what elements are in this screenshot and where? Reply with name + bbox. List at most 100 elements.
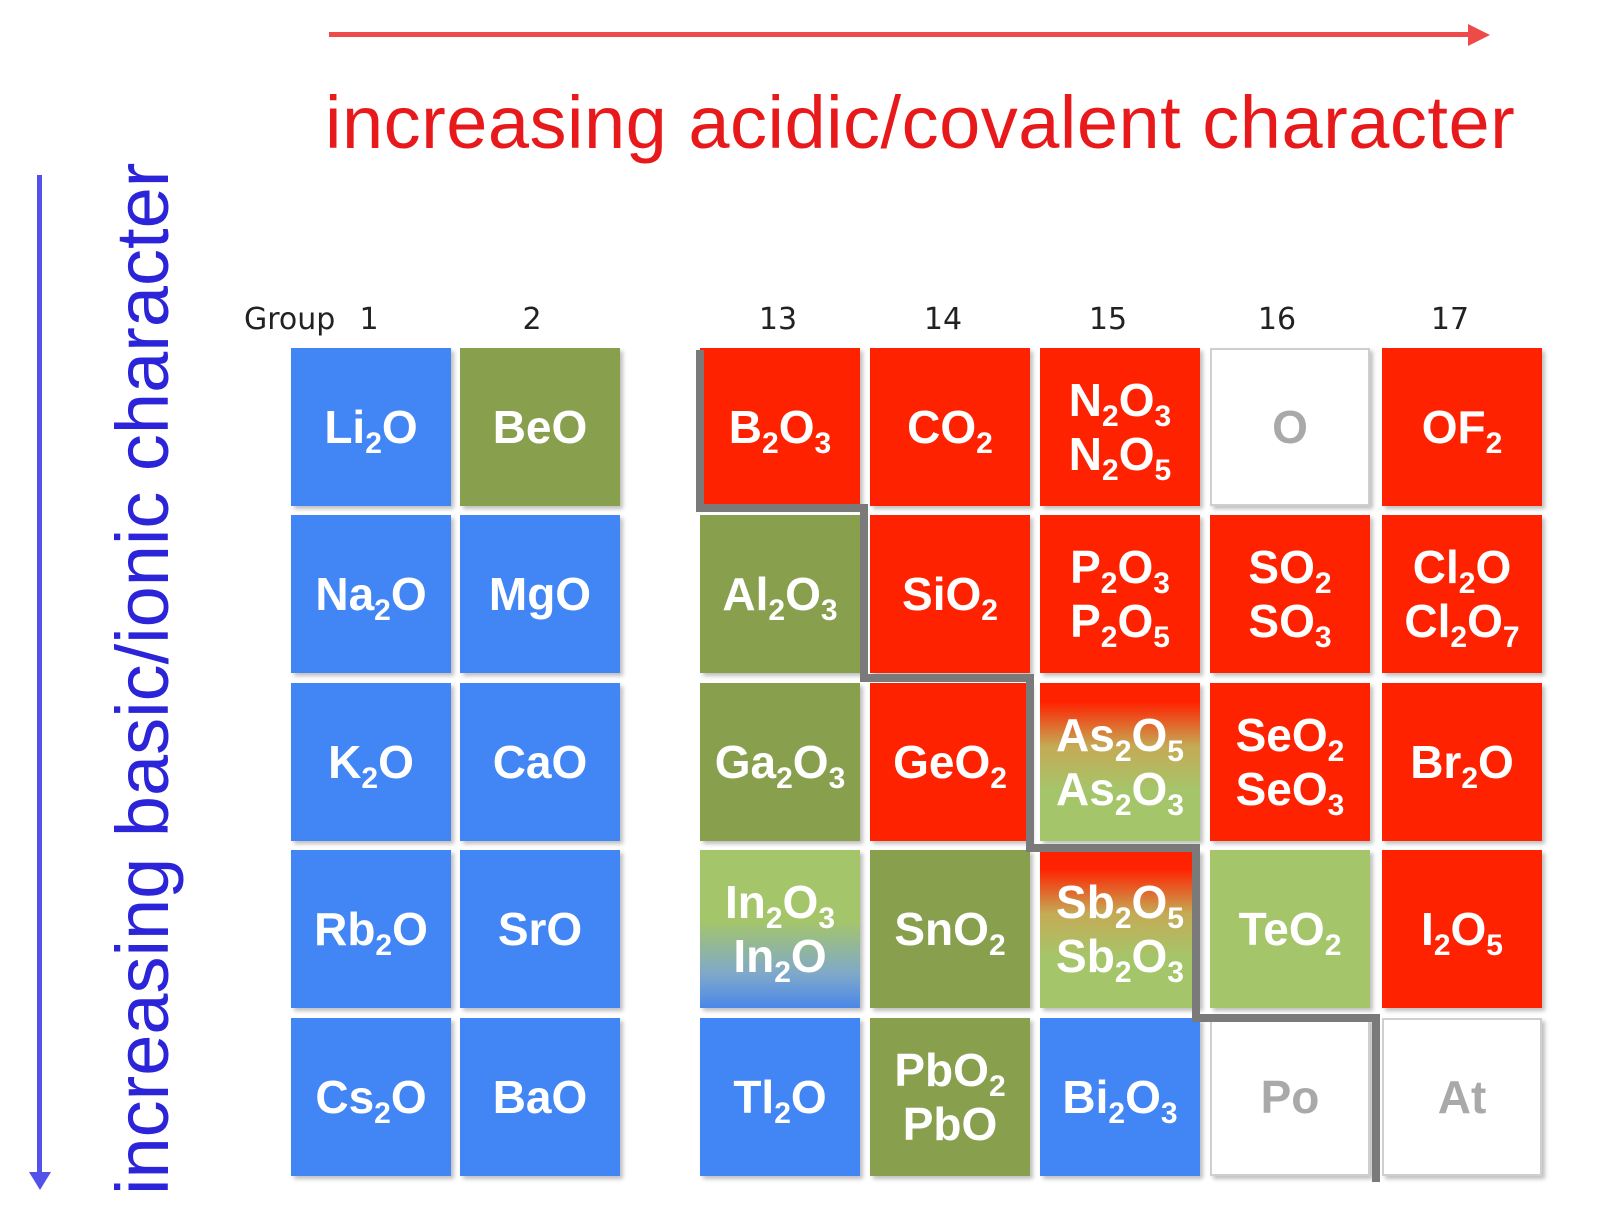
- oxide-formula: Sb2O3: [1056, 930, 1184, 989]
- oxide-formula: SeO3: [1235, 763, 1345, 822]
- oxide-cell-al2o3: Al2O3: [700, 515, 860, 673]
- oxide-formula: SiO2: [902, 568, 998, 627]
- oxide-cell-of2: OF2: [1382, 348, 1542, 506]
- oxide-cell-beo: BeO: [460, 348, 620, 506]
- oxide-formula: SrO: [497, 903, 583, 955]
- oxide-formula: Rb2O: [314, 903, 428, 962]
- oxide-cell-li2o: Li2O: [291, 348, 451, 506]
- acidic-axis-label: increasing acidic/covalent character: [325, 81, 1516, 164]
- oxide-cell-sio2: SiO2: [870, 515, 1030, 673]
- oxide-formula: Sb2O5: [1056, 876, 1184, 935]
- oxide-formula: As2O5: [1056, 709, 1184, 768]
- staircase-border-segment: [1192, 1014, 1378, 1022]
- oxide-formula: N2O3: [1068, 374, 1172, 433]
- group-number-2: 2: [522, 302, 542, 337]
- oxide-formula: SeO2: [1235, 709, 1345, 768]
- oxide-formula: Ga2O3: [714, 736, 846, 795]
- oxide-formula: SnO2: [894, 903, 1006, 962]
- oxide-cell-at: At: [1382, 1018, 1542, 1176]
- oxide-formula: In2O: [733, 930, 827, 989]
- basic-axis-label: increasing basic/ionic character: [101, 162, 184, 1195]
- oxide-formula: Na2O: [315, 568, 427, 627]
- oxide-formula: BaO: [492, 1071, 588, 1123]
- oxide-cell-as-oxides: As2O5 As2O3: [1040, 683, 1200, 841]
- oxide-formula: PbO: [902, 1098, 998, 1150]
- oxide-cell-sno2: SnO2: [870, 850, 1030, 1008]
- staircase-border-segment: [1026, 674, 1034, 850]
- oxide-cell-pb-oxides: PbO2 PbO: [870, 1018, 1030, 1176]
- oxide-cell-mgo: MgO: [460, 515, 620, 673]
- oxide-cell-cao: CaO: [460, 683, 620, 841]
- staircase-border-segment: [1372, 1014, 1380, 1182]
- oxide-cell-tl2o: Tl2O: [700, 1018, 860, 1176]
- oxide-cell-in-oxides: In2O3 In2O: [700, 850, 860, 1008]
- staircase-border-segment: [1026, 844, 1198, 852]
- oxide-cell-ga2o3: Ga2O3: [700, 683, 860, 841]
- group-number-14: 14: [923, 302, 963, 337]
- oxide-formula: Cl2O7: [1404, 595, 1520, 654]
- oxide-formula: In2O3: [724, 876, 836, 935]
- oxide-cell-i2o5: I2O5: [1382, 850, 1542, 1008]
- oxide-cell-o: O: [1210, 348, 1370, 506]
- group-number-13: 13: [758, 302, 798, 337]
- oxide-formula: CaO: [492, 736, 588, 788]
- staircase-border-segment: [696, 350, 704, 510]
- oxide-formula: Tl2O: [733, 1071, 827, 1130]
- oxide-formula: CO2: [907, 401, 993, 460]
- oxide-formula: TeO2: [1238, 903, 1342, 962]
- oxide-formula: I2O5: [1421, 903, 1503, 962]
- oxide-cell-s-oxides: SO2 SO3: [1210, 515, 1370, 673]
- group-header-word: Group: [244, 302, 336, 337]
- oxide-cell-b2o3: B2O3: [700, 348, 860, 506]
- oxide-cell-n-oxides: N2O3 N2O5: [1040, 348, 1200, 506]
- group-number-15: 15: [1088, 302, 1128, 337]
- oxide-cell-se-oxides: SeO2 SeO3: [1210, 683, 1370, 841]
- oxide-formula: Al2O3: [722, 568, 838, 627]
- oxide-cell-bi2o3: Bi2O3: [1040, 1018, 1200, 1176]
- group-number-1: 1: [359, 302, 379, 337]
- oxide-formula: GeO2: [893, 736, 1007, 795]
- oxide-formula: PbO2: [894, 1044, 1006, 1103]
- acidic-arrow-line: [329, 32, 1479, 37]
- oxide-formula: Cs2O: [315, 1071, 427, 1130]
- oxide-formula: K2O: [328, 736, 414, 795]
- oxide-formula: N2O5: [1068, 428, 1172, 487]
- oxide-cell-cs2o: Cs2O: [291, 1018, 451, 1176]
- oxide-formula: As2O3: [1056, 763, 1184, 822]
- oxide-formula: O: [1272, 401, 1308, 453]
- oxide-formula: MgO: [488, 568, 592, 620]
- oxide-cell-teo2: TeO2: [1210, 850, 1370, 1008]
- oxide-formula: At: [1437, 1071, 1487, 1123]
- oxide-formula: Br2O: [1410, 736, 1514, 795]
- oxide-cell-sro: SrO: [460, 850, 620, 1008]
- staircase-border-segment: [1192, 844, 1200, 1020]
- oxide-formula: P2O5: [1070, 595, 1170, 654]
- oxide-cell-cl-oxides: Cl2O Cl2O7: [1382, 515, 1542, 673]
- group-number-16: 16: [1257, 302, 1297, 337]
- oxide-cell-co2: CO2: [870, 348, 1030, 506]
- oxide-cell-geo2: GeO2: [870, 683, 1030, 841]
- staircase-border-segment: [696, 504, 866, 512]
- oxide-formula: Bi2O3: [1062, 1071, 1178, 1130]
- acidic-arrow-head-icon: [1468, 24, 1490, 46]
- oxide-cell-na2o: Na2O: [291, 515, 451, 673]
- staircase-border-segment: [860, 504, 868, 680]
- basic-arrow-head-icon: [29, 1172, 51, 1190]
- oxide-formula: P2O3: [1070, 541, 1170, 600]
- oxide-cell-bao: BaO: [460, 1018, 620, 1176]
- oxide-formula: Cl2O: [1412, 541, 1512, 600]
- oxide-cell-sb-oxides: Sb2O5 Sb2O3: [1040, 850, 1200, 1008]
- oxide-cell-br2o: Br2O: [1382, 683, 1542, 841]
- group-number-17: 17: [1430, 302, 1470, 337]
- oxide-formula: B2O3: [728, 401, 832, 460]
- oxide-cell-po: Po: [1210, 1018, 1370, 1176]
- oxide-formula: Po: [1260, 1071, 1320, 1123]
- oxide-formula: OF2: [1421, 401, 1503, 460]
- oxide-cell-p-oxides: P2O3 P2O5: [1040, 515, 1200, 673]
- oxide-formula: BeO: [492, 401, 588, 453]
- oxide-formula: Li2O: [324, 401, 418, 460]
- oxide-cell-rb2o: Rb2O: [291, 850, 451, 1008]
- staircase-border-segment: [860, 674, 1032, 682]
- oxide-formula: SO2: [1248, 541, 1332, 600]
- oxide-cell-k2o: K2O: [291, 683, 451, 841]
